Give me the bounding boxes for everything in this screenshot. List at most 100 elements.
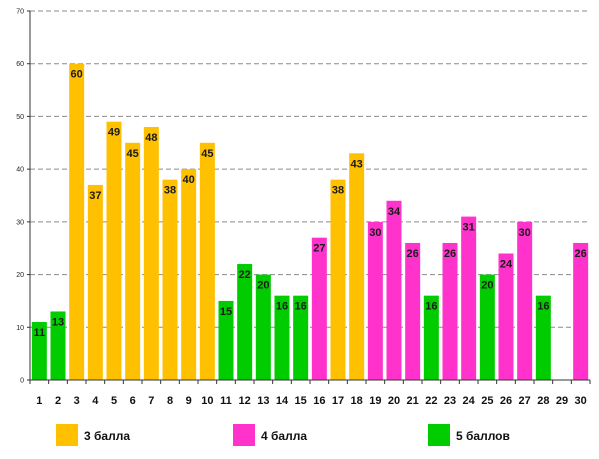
data-label-4: 37 [89,190,101,202]
data-label-25: 20 [481,280,493,292]
x-tick-label-1: 1 [36,395,42,407]
legend-item-3: 3 балла [56,424,130,446]
data-label-18: 43 [351,158,363,170]
bar-12 [237,264,253,380]
bar-18 [349,153,365,380]
y-tick-label: 10 [16,325,24,332]
bar-17 [330,179,346,380]
bar-8 [162,179,178,380]
bar-15 [293,295,309,380]
legend-label-5: 5 баллов [456,429,510,443]
y-tick-label: 30 [16,219,24,226]
data-label-11: 15 [220,306,232,318]
x-tick-label-16: 16 [313,395,325,407]
data-label-20: 34 [388,206,401,218]
data-label-28: 16 [537,301,549,313]
y-tick-label: 20 [16,272,24,279]
x-tick-label-22: 22 [425,395,437,407]
bar-21 [405,242,421,380]
data-label-23: 26 [444,248,456,260]
data-label-8: 38 [164,185,176,197]
bar-16 [311,237,327,380]
x-tick-label-14: 14 [276,395,289,407]
data-label-24: 31 [463,222,475,234]
bar-22 [423,295,439,380]
x-tick-label-2: 2 [55,395,61,407]
x-tick-label-29: 29 [556,395,568,407]
bar-11 [218,300,234,380]
bar-4 [87,184,103,380]
x-tick-label-20: 20 [388,395,400,407]
y-tick-label: 70 [16,9,24,16]
x-tick-label-3: 3 [74,395,80,407]
x-tick-label-25: 25 [481,395,493,407]
x-tick-label-6: 6 [130,395,136,407]
x-tick-label-15: 15 [295,395,307,407]
x-tick-label-10: 10 [201,395,213,407]
data-label-26: 24 [500,258,513,270]
x-tick-label-4: 4 [92,395,99,407]
bar-10 [199,142,215,380]
legend-swatch-5 [428,424,450,446]
x-tick-label-7: 7 [148,395,154,407]
data-label-19: 30 [369,227,381,239]
bar-20 [386,200,402,380]
bar-14 [274,295,290,380]
data-label-9: 40 [183,174,195,186]
x-tick-label-30: 30 [575,395,587,407]
data-label-14: 16 [276,301,288,313]
legend-swatch-4 [233,424,255,446]
x-tick-label-26: 26 [500,395,512,407]
x-tick-label-9: 9 [186,395,192,407]
data-label-21: 26 [407,248,419,260]
data-label-3: 60 [71,69,83,81]
x-tick-label-13: 13 [257,395,269,407]
legend-label-3: 3 балла [84,429,130,443]
data-label-15: 16 [295,301,307,313]
data-label-27: 30 [519,227,531,239]
bar-5 [106,121,122,380]
y-tick-label: 0 [20,378,24,385]
bar-7 [143,126,159,380]
x-tick-label-5: 5 [111,395,117,407]
bar-30 [573,242,589,380]
data-label-22: 16 [425,301,437,313]
grid-layer [30,10,590,328]
bar-28 [535,295,551,380]
bar-13 [255,274,271,380]
x-tick-label-23: 23 [444,395,456,407]
data-label-30: 26 [575,248,587,260]
legend-label-4: 4 балла [261,429,307,443]
x-tick-label-12: 12 [239,395,251,407]
bar-1 [31,322,47,380]
x-tick-label-18: 18 [351,395,363,407]
bars-layer [31,63,589,380]
bar-9 [181,169,197,380]
x-tick-label-19: 19 [369,395,381,407]
bar-2 [50,311,66,380]
x-tick-label-8: 8 [167,395,173,407]
bar-3 [69,63,85,380]
bar-26 [498,253,514,380]
data-label-16: 27 [313,243,325,255]
data-label-12: 22 [239,269,251,281]
data-label-7: 48 [145,132,157,144]
legend-item-5: 5 баллов [428,424,510,446]
bar-24 [461,216,477,380]
labels-layer: 11 13 60 37 49 45 48 38 40 45 15 22 20 16 16 27 38 43 30 34… [34,69,587,339]
bar-19 [367,221,383,380]
bar-6 [125,142,141,380]
data-label-1: 11 [34,327,46,339]
legend-item-4: 4 балла [233,424,307,446]
legend-swatch-3 [56,424,78,446]
data-label-5: 49 [108,127,120,139]
data-label-13: 20 [257,280,269,292]
data-label-6: 45 [127,148,139,160]
y-tick-label: 40 [16,167,24,174]
bar-27 [517,221,533,380]
y-tick-label: 60 [16,61,24,68]
legend: 3 балла 4 балла 5 баллов [56,424,510,446]
